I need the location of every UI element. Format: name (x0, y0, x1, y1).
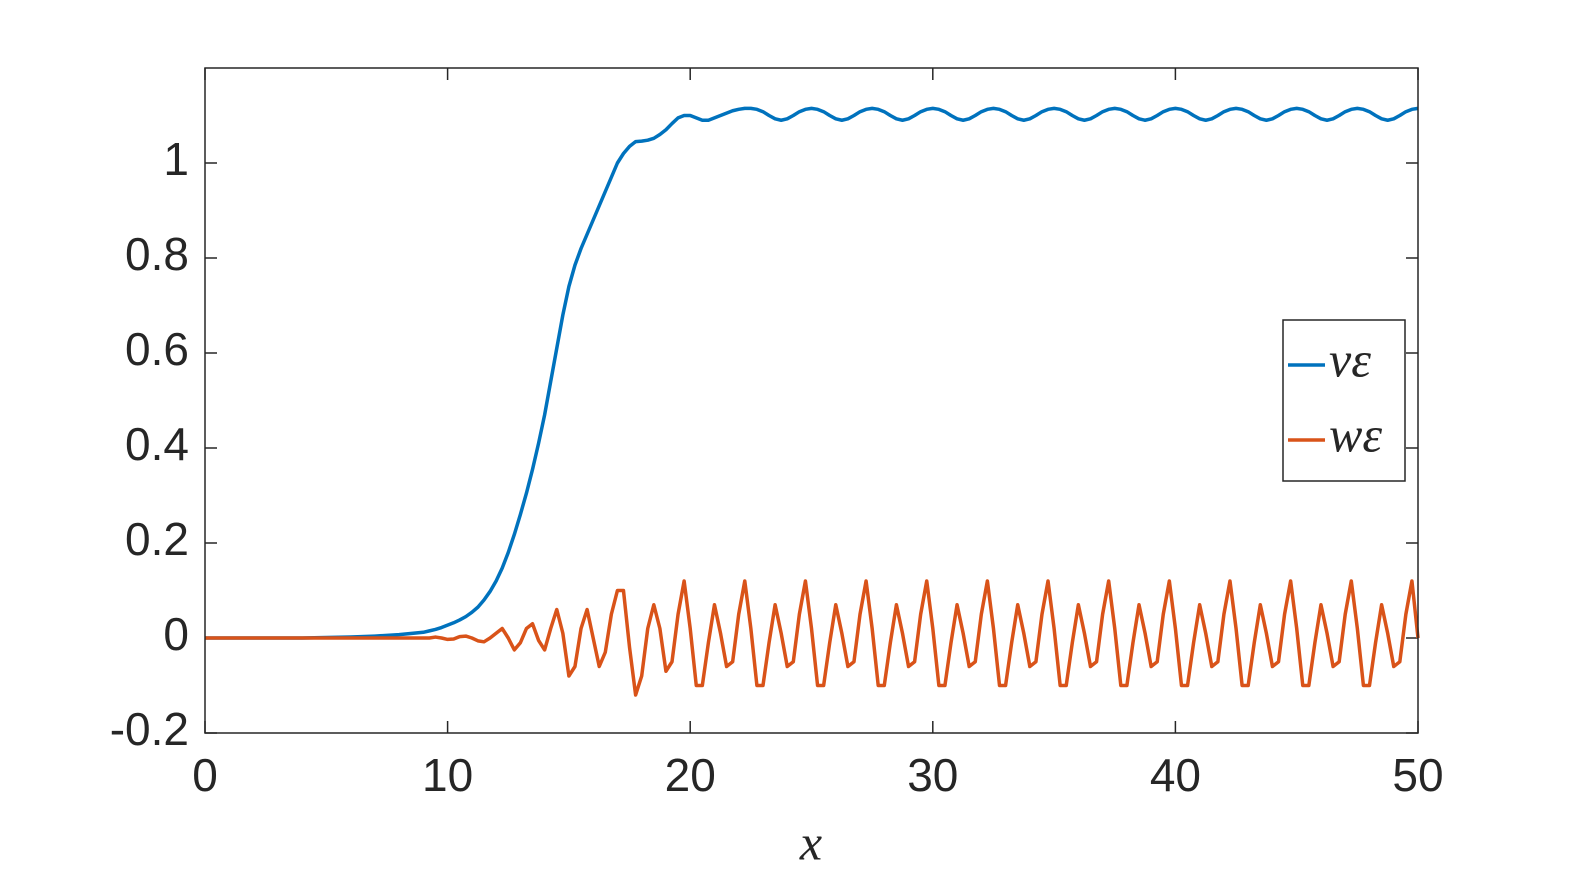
y-tick-label: 0.8 (125, 228, 189, 280)
y-tick-label: 0 (163, 608, 189, 660)
x-tick-label: 30 (907, 749, 958, 801)
x-tick-label: 50 (1392, 749, 1443, 801)
legend-label: vε (1329, 331, 1371, 387)
y-tick-label: 0.4 (125, 418, 189, 470)
x-tick-label: 40 (1150, 749, 1201, 801)
legend-box (1282, 319, 1406, 482)
y-tick-label: -0.2 (110, 703, 189, 755)
x-tick-label: 20 (665, 749, 716, 801)
y-tick-label: 0.2 (125, 513, 189, 565)
x-tick-label: 0 (192, 749, 218, 801)
x-tick-label: 10 (422, 749, 473, 801)
y-tick-label: 0.6 (125, 323, 189, 375)
legend-label: wε (1329, 406, 1382, 462)
axes-box (204, 67, 1419, 734)
y-tick-label: 1 (163, 133, 189, 185)
data-line (205, 579, 1420, 697)
data-line (205, 106, 1419, 640)
x-axis-label: x (799, 814, 822, 870)
